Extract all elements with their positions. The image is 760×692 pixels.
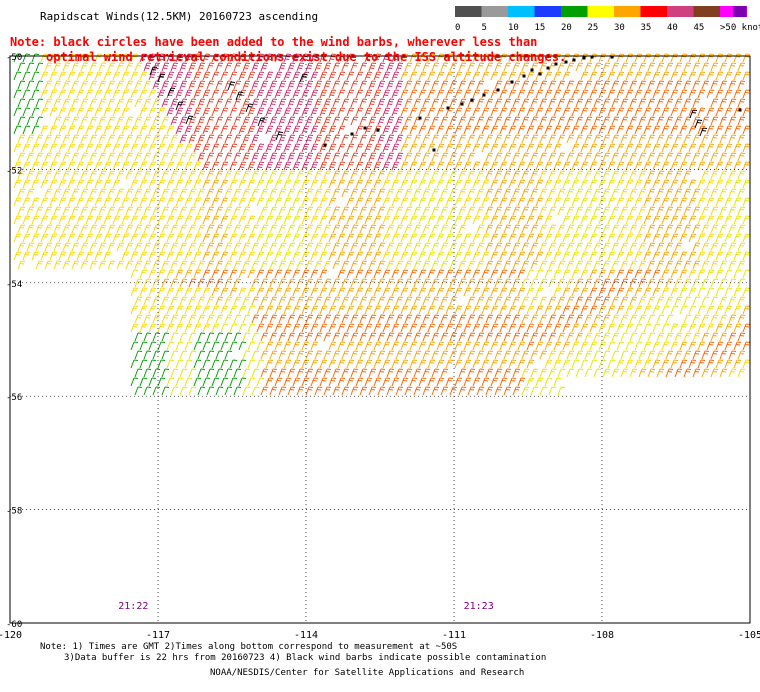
legend-swatch <box>694 6 721 17</box>
quality-circle <box>739 109 742 112</box>
y-tick-label: -58 <box>6 507 22 517</box>
legend-label: 45 <box>694 23 705 33</box>
warning-line-1: Note: black circles have been added to t… <box>10 35 537 49</box>
x-tick-label: -111 <box>442 630 466 641</box>
quality-circle <box>324 144 327 147</box>
legend-swatch <box>667 6 694 17</box>
legend-label: >50 knots <box>720 23 760 33</box>
legend-label: 35 <box>641 23 652 33</box>
y-tick-label: -52 <box>6 166 22 176</box>
map-title: Rapidscat Winds(12.5KM) 20160723 ascendi… <box>40 10 318 23</box>
warning-line-2: optimal wind retrieval conditions exist … <box>46 50 566 64</box>
quality-circle <box>497 89 500 92</box>
quality-circle <box>419 117 422 120</box>
legend-swatch <box>535 6 562 17</box>
quality-circle <box>351 133 354 136</box>
quality-circle <box>377 129 380 132</box>
x-tick-label: -108 <box>590 630 614 641</box>
quality-circle <box>531 69 534 72</box>
footer-note-2: 3)Data buffer is 22 hrs from 20160723 4)… <box>64 653 546 663</box>
quality-circle <box>433 149 436 152</box>
quality-circle <box>539 73 542 76</box>
legend-label: 25 <box>588 23 599 33</box>
x-tick-label: -114 <box>294 630 318 641</box>
legend-swatch <box>588 6 615 17</box>
legend-swatch <box>561 6 588 17</box>
y-tick-label: -50 <box>6 53 22 63</box>
quality-circle <box>547 67 550 70</box>
legend-swatch-end <box>733 6 746 17</box>
legend-swatch <box>482 6 509 17</box>
x-tick-label: -117 <box>146 630 170 641</box>
legend-swatch <box>455 6 482 17</box>
quality-circle <box>573 59 576 62</box>
legend-label: 30 <box>614 23 625 33</box>
y-tick-label: -54 <box>6 280 22 290</box>
quality-circle <box>461 103 464 106</box>
quality-circle <box>583 57 586 60</box>
legend-label: 10 <box>508 23 519 33</box>
y-tick-label: -60 <box>6 620 22 630</box>
y-tick-label: -56 <box>6 393 22 403</box>
time-label: 21:23 <box>464 601 494 612</box>
legend-label: 15 <box>535 23 546 33</box>
legend-swatch <box>614 6 641 17</box>
legend-swatch <box>508 6 535 17</box>
quality-circle <box>447 107 450 110</box>
legend-label: 40 <box>667 23 678 33</box>
legend-swatch <box>641 6 668 17</box>
time-label: 21:22 <box>118 601 148 612</box>
quality-circle <box>483 94 486 97</box>
quality-circle <box>523 75 526 78</box>
quality-circle <box>364 127 367 130</box>
quality-circle <box>511 81 514 84</box>
footer-credit: NOAA/NESDIS/Center for Satellite Applica… <box>210 668 524 678</box>
legend-label: 20 <box>561 23 572 33</box>
legend-label: 5 <box>482 23 487 33</box>
quality-circle <box>471 99 474 102</box>
legend-label: 0 <box>455 23 460 33</box>
x-tick-label: -105 <box>738 630 760 641</box>
x-tick-label: -120 <box>0 630 22 641</box>
footer-note-1: Note: 1) Times are GMT 2)Times along bot… <box>40 642 457 652</box>
